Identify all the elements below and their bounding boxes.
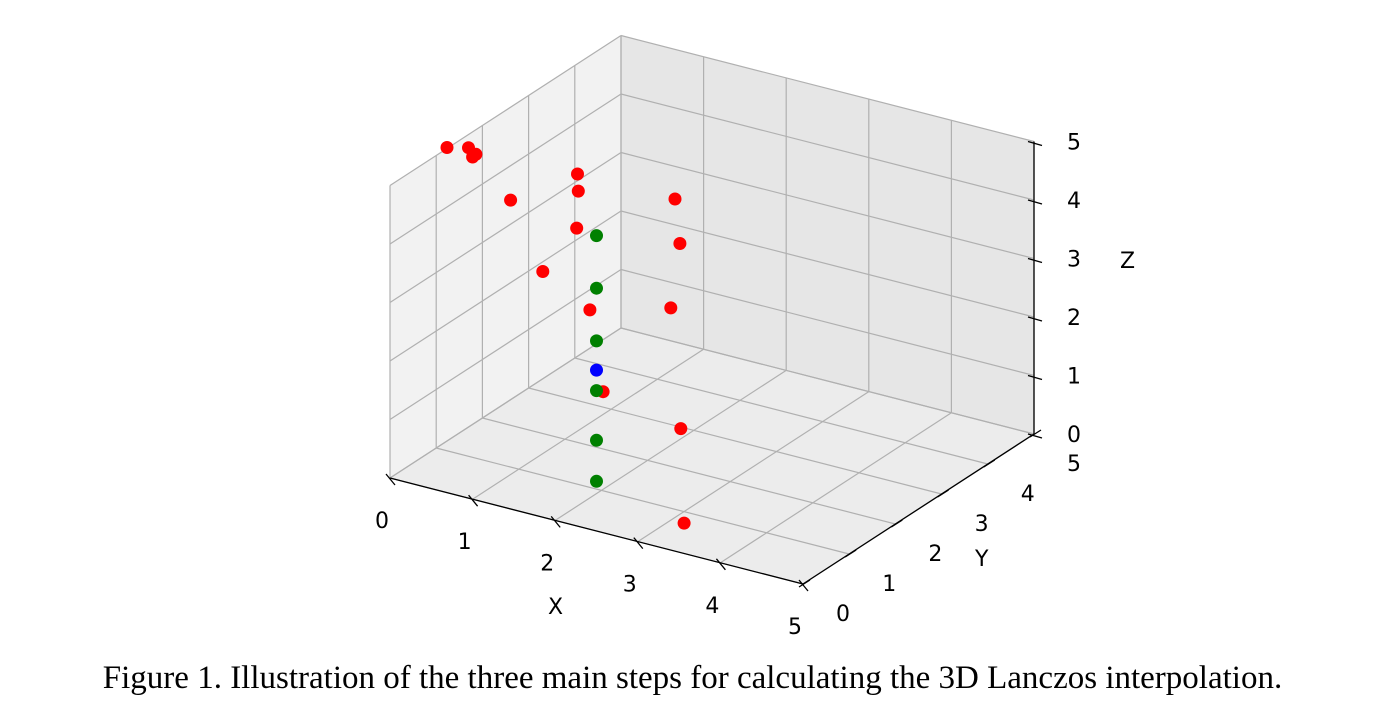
green-data-point bbox=[590, 474, 603, 488]
red-data-point bbox=[440, 141, 454, 154]
grid-line-back-z bbox=[620, 268, 1035, 377]
grid-line-floor-x bbox=[637, 391, 870, 543]
grid-line-back-z bbox=[620, 34, 1035, 143]
data-points bbox=[440, 141, 691, 530]
y-tick-label: 4 bbox=[1021, 482, 1035, 507]
red-data-point bbox=[504, 193, 518, 207]
z-tick-label: 2 bbox=[1067, 306, 1081, 331]
y-tick bbox=[1029, 429, 1042, 438]
red-data-point bbox=[674, 422, 688, 436]
y-tick bbox=[798, 579, 811, 588]
z-tick bbox=[1027, 316, 1043, 322]
y-tick bbox=[983, 459, 996, 468]
z-tick bbox=[1027, 140, 1043, 147]
x-tick bbox=[633, 537, 644, 550]
y-tick bbox=[891, 519, 903, 528]
x-tick-label: 3 bbox=[623, 573, 637, 598]
green-data-point bbox=[590, 334, 603, 348]
grid-line-left-z bbox=[389, 268, 622, 421]
green-data-point bbox=[590, 281, 603, 295]
axis-panes bbox=[390, 35, 1034, 584]
grid-line-left-z bbox=[389, 93, 622, 245]
grid-line-floor-x bbox=[554, 369, 787, 521]
grid-line-back-z bbox=[620, 93, 1035, 201]
red-data-point bbox=[673, 237, 687, 250]
pane-floor bbox=[390, 328, 1034, 584]
red-data-point bbox=[466, 150, 480, 164]
x-tick bbox=[468, 494, 479, 507]
y-tick-label: 3 bbox=[975, 512, 989, 537]
x-axis-line bbox=[389, 477, 804, 585]
red-data-point bbox=[583, 303, 597, 317]
pane-left bbox=[390, 35, 621, 478]
grid-line-left-z bbox=[389, 327, 622, 479]
x-tick bbox=[715, 558, 726, 571]
grid-line-floor-x bbox=[472, 348, 704, 500]
red-data-point bbox=[571, 184, 585, 198]
z-tick-label: 0 bbox=[1067, 423, 1081, 448]
grid-line-floor-y bbox=[528, 387, 942, 495]
z-tick bbox=[1027, 257, 1043, 264]
y-tick-label: 2 bbox=[928, 542, 942, 567]
x-tick-label: 0 bbox=[375, 509, 389, 534]
x-tick-label: 1 bbox=[458, 530, 472, 555]
red-data-point bbox=[668, 192, 682, 206]
x-tick-label: 2 bbox=[540, 551, 554, 576]
grid-line-back-z bbox=[620, 151, 1035, 260]
grid-line-back-z bbox=[620, 210, 1035, 318]
tick-marks bbox=[385, 140, 1043, 592]
z-tick-label: 5 bbox=[1067, 131, 1081, 156]
x-tick bbox=[798, 579, 809, 592]
blue-data-point bbox=[590, 363, 603, 377]
red-data-point bbox=[536, 265, 550, 278]
grid-line-floor-y bbox=[620, 327, 1035, 435]
y-tick-label: 5 bbox=[1067, 452, 1081, 477]
grid-line-floor-y bbox=[482, 417, 896, 525]
scatter-3d-plot: 0 1 2 3 4 5 0 1 2 3 4 5 0 1 2 3 4 5 X Y Z bbox=[375, 34, 1135, 641]
green-data-point bbox=[590, 384, 603, 398]
x-tick bbox=[550, 515, 561, 528]
y-tick bbox=[937, 489, 949, 498]
grid-line-left-z bbox=[389, 210, 622, 362]
y-tick-label: 1 bbox=[882, 572, 896, 597]
x-tick bbox=[385, 473, 396, 486]
z-axis-label: Z bbox=[1120, 249, 1135, 274]
grid-line-floor-x bbox=[720, 412, 952, 564]
y-tick-label: 0 bbox=[836, 602, 850, 627]
tick-labels: 0 1 2 3 4 5 0 1 2 3 4 5 0 1 2 3 4 5 bbox=[375, 131, 1081, 641]
y-axis-line bbox=[802, 433, 1035, 585]
x-tick-label: 4 bbox=[705, 594, 719, 619]
z-tick bbox=[1027, 199, 1043, 205]
grid-line-left-z bbox=[389, 34, 622, 187]
green-data-point bbox=[590, 229, 603, 243]
green-data-point bbox=[590, 433, 603, 447]
red-data-point bbox=[570, 221, 584, 235]
red-data-point bbox=[571, 167, 584, 181]
z-tick bbox=[1027, 374, 1043, 381]
z-tick bbox=[1027, 433, 1043, 439]
x-axis-label: X bbox=[548, 595, 563, 620]
z-tick-label: 4 bbox=[1067, 189, 1081, 214]
z-tick-label: 1 bbox=[1067, 365, 1081, 390]
axis-lines bbox=[389, 141, 1035, 585]
red-data-point bbox=[664, 301, 678, 315]
grid-line-floor-y bbox=[436, 447, 850, 555]
figure-caption: Figure 1. Illustration of the three main… bbox=[102, 660, 1283, 696]
z-tick-label: 3 bbox=[1067, 248, 1081, 273]
grid-line-floor-y bbox=[574, 357, 988, 465]
red-data-point bbox=[677, 516, 691, 530]
y-axis-label: Y bbox=[974, 547, 989, 572]
pane-back bbox=[621, 35, 1034, 434]
y-tick bbox=[844, 549, 857, 558]
x-tick-label: 5 bbox=[788, 615, 802, 640]
